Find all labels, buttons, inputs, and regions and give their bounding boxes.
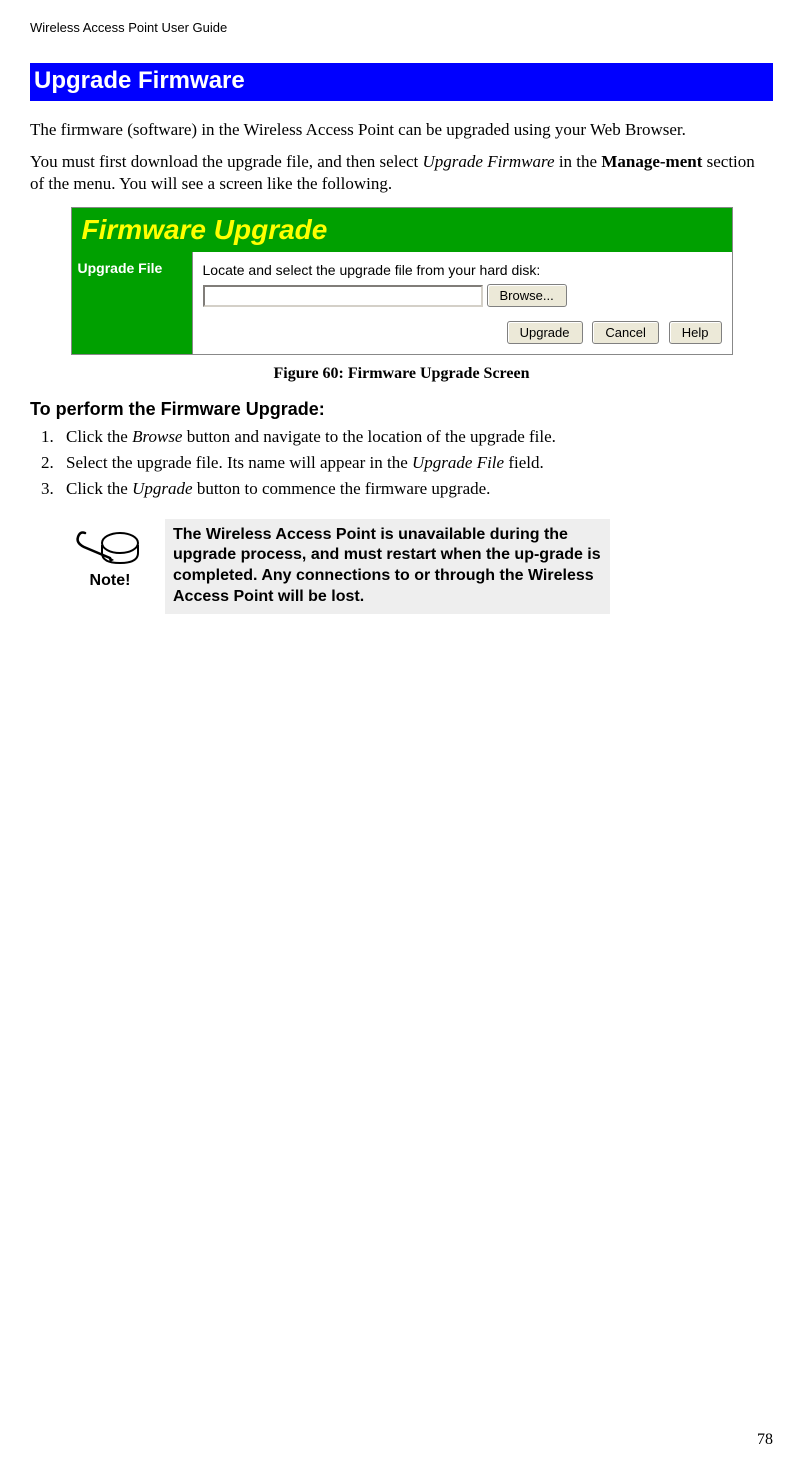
step-2: Select the upgrade file. Its name will a… [58, 452, 773, 474]
firmware-upgrade-screenshot: Firmware Upgrade Upgrade File Locate and… [71, 207, 733, 355]
note-icon-label: Note! [90, 572, 131, 589]
file-input-row: Browse... [203, 284, 722, 307]
subsection-heading: To perform the Firmware Upgrade: [30, 399, 773, 420]
page-number: 78 [757, 1431, 773, 1449]
note-icon: Note! [70, 523, 150, 593]
note-text: The Wireless Access Point is unavailable… [165, 519, 610, 614]
upgrade-file-input[interactable] [203, 285, 483, 307]
firmware-sidebar-label: Upgrade File [72, 252, 192, 354]
firmware-title-bar: Firmware Upgrade [72, 208, 732, 252]
step2-italic: Upgrade File [412, 453, 504, 472]
firmware-instruction: Locate and select the upgrade file from … [203, 262, 722, 278]
step3-pre: Click the [66, 479, 132, 498]
step2-post: field. [504, 453, 544, 472]
upgrade-button[interactable]: Upgrade [507, 321, 583, 344]
step1-post: button and navigate to the location of t… [182, 427, 555, 446]
firmware-button-row: Upgrade Cancel Help [203, 321, 722, 344]
paragraph-2: You must first download the upgrade file… [30, 151, 773, 195]
firmware-content-panel: Locate and select the upgrade file from … [192, 252, 732, 354]
document-header: Wireless Access Point User Guide [30, 20, 773, 35]
para2-text-mid: in the [555, 152, 602, 171]
figure-wrapper: Firmware Upgrade Upgrade File Locate and… [30, 207, 773, 383]
step2-pre: Select the upgrade file. Its name will a… [66, 453, 412, 472]
cancel-button[interactable]: Cancel [592, 321, 658, 344]
para2-text: You must first download the upgrade file… [30, 152, 423, 171]
firmware-title: Firmware Upgrade [72, 208, 732, 252]
steps-list: Click the Browse button and navigate to … [30, 426, 773, 500]
step1-italic: Browse [132, 427, 182, 446]
para2-bold: Manage-ment [601, 152, 702, 171]
step-3: Click the Upgrade button to commence the… [58, 478, 773, 500]
help-button[interactable]: Help [669, 321, 722, 344]
note-panel: Note! The Wireless Access Point is unava… [70, 519, 610, 614]
browse-button[interactable]: Browse... [487, 284, 567, 307]
step-1: Click the Browse button and navigate to … [58, 426, 773, 448]
step1-pre: Click the [66, 427, 132, 446]
step3-italic: Upgrade [132, 479, 192, 498]
paragraph-1: The firmware (software) in the Wireless … [30, 119, 773, 141]
para2-italic: Upgrade Firmware [423, 152, 555, 171]
figure-caption: Figure 60: Firmware Upgrade Screen [30, 365, 773, 383]
note-icon-cell: Note! [70, 519, 165, 614]
section-title: Upgrade Firmware [30, 63, 773, 101]
step3-post: button to commence the firmware upgrade. [193, 479, 491, 498]
